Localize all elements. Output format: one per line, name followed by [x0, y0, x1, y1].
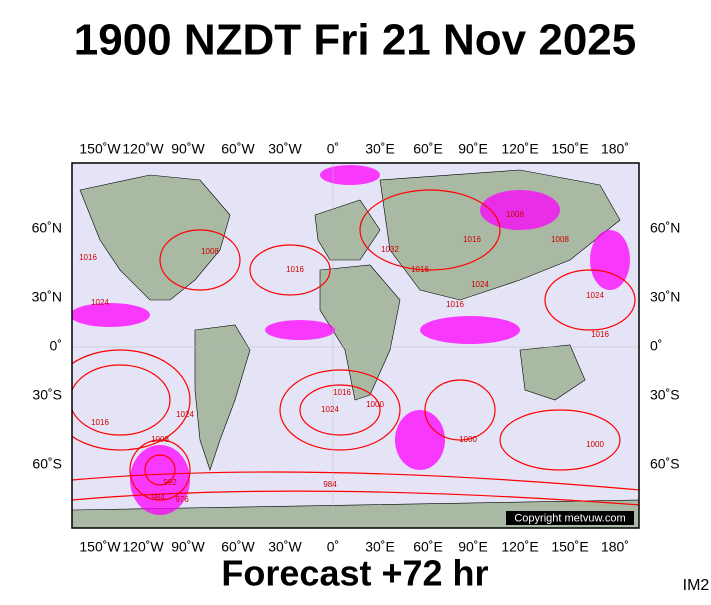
isobar-label: 1000	[586, 440, 604, 449]
isobar-label: 1016	[446, 300, 464, 309]
isobar-label: 1016	[411, 265, 429, 274]
map-frame	[71, 162, 640, 529]
isobar-label: 1008	[551, 235, 569, 244]
lat-label-left: 0˚	[50, 338, 62, 354]
lat-label-right: 60˚S	[650, 456, 680, 472]
isobar-label: 1016	[333, 388, 351, 397]
lon-label-bottom: 150˚E	[551, 539, 588, 555]
lon-label-top: 30˚E	[365, 141, 395, 157]
lon-label-top: 180˚	[601, 141, 629, 157]
forecast: Forecast +72 hr	[221, 553, 488, 594]
isobar-label: 984	[323, 480, 337, 489]
lon-label-bottom: 60˚W	[221, 539, 255, 555]
copyright-box	[506, 511, 634, 525]
isobar-label: 1000	[459, 435, 477, 444]
isobar-label: 1024	[176, 410, 194, 419]
lon-label-bottom: 120˚E	[501, 539, 538, 555]
lat-label-left: 30˚S	[32, 387, 62, 403]
isobar-label: 1024	[91, 298, 109, 307]
lon-label-bottom: 180˚	[601, 539, 629, 555]
isobar-label: 1024	[586, 291, 604, 300]
lat-label-left: 60˚S	[32, 456, 62, 472]
lon-label-bottom: 60˚E	[413, 539, 443, 555]
isobar-label: 1008	[201, 247, 219, 256]
lat-label-right: 60˚N	[650, 220, 680, 236]
isobar-label: 1000	[366, 400, 384, 409]
lon-label-top: 60˚W	[221, 141, 255, 157]
isobar-label: 1032	[381, 245, 399, 254]
isobar-label: 1016	[79, 253, 97, 262]
image-code: IM2	[683, 577, 710, 594]
land	[72, 169, 639, 528]
isobar-label: 1024	[321, 405, 339, 414]
lon-label-top: 60˚E	[413, 141, 443, 157]
isobar-label: 1016	[463, 235, 481, 244]
lon-label-bottom: 0˚	[327, 539, 339, 555]
precipitation	[72, 165, 630, 515]
lon-label-bottom: 90˚W	[171, 539, 205, 555]
isobar-label: 992	[163, 478, 177, 487]
isobar-label: 1016	[286, 265, 304, 274]
isobar-label: 1008	[506, 210, 524, 219]
lat-label-right: 30˚S	[650, 387, 680, 403]
isobar-label: 976	[175, 495, 189, 504]
lon-label-bottom: 90˚E	[458, 539, 488, 555]
lon-label-top: 90˚E	[458, 141, 488, 157]
lon-label-bottom: 30˚E	[365, 539, 395, 555]
isobars	[72, 189, 639, 506]
isobar-label: 1008	[151, 435, 169, 444]
isobar-label: 1024	[471, 280, 489, 289]
isobar-label: 1016	[591, 330, 609, 339]
lon-label-bottom: 150˚W	[79, 539, 121, 555]
lat-label-right: 30˚N	[650, 289, 680, 305]
grid	[72, 163, 639, 528]
lat-label-right: 0˚	[650, 338, 662, 354]
isobar-label: 984	[151, 493, 165, 502]
lon-label-top: 150˚W	[79, 141, 121, 157]
lon-label-bottom: 120˚W	[122, 539, 164, 555]
lat-label-left: 30˚N	[32, 289, 62, 305]
lon-label-top: 120˚E	[501, 141, 538, 157]
title: 1900 NZDT Fri 21 Nov 2025	[74, 16, 636, 65]
lon-label-top: 120˚W	[122, 141, 164, 157]
lon-label-top: 30˚W	[268, 141, 302, 157]
lon-label-top: 90˚W	[171, 141, 205, 157]
lat-label-left: 60˚N	[32, 220, 62, 236]
lon-label-bottom: 30˚W	[268, 539, 302, 555]
copyright: Copyright metvuw.com	[514, 512, 625, 524]
lon-label-top: 150˚E	[551, 141, 588, 157]
isobar-label: 1016	[91, 418, 109, 427]
map: 1024 1016 1008 1016 1024 1032 1016 1024 1016 1008…	[32, 141, 681, 555]
lon-label-top: 0˚	[327, 141, 339, 157]
